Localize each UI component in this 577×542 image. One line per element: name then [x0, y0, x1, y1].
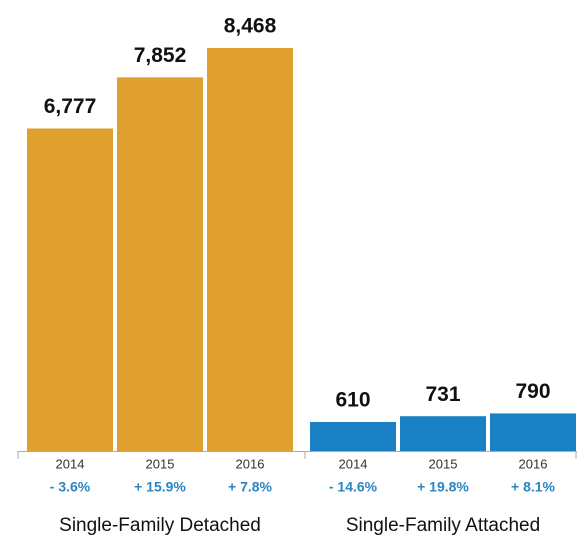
bar — [27, 128, 113, 451]
change-label: + 8.1% — [511, 479, 556, 495]
group-label: Single-Family Detached — [59, 515, 261, 536]
change-label: + 7.8% — [228, 479, 273, 495]
change-label: - 14.6% — [329, 479, 378, 495]
bar — [117, 77, 203, 451]
value-label: 7,852 — [134, 44, 187, 67]
value-label: 8,468 — [224, 15, 277, 38]
change-label: + 19.8% — [417, 479, 469, 495]
change-label: + 15.9% — [134, 479, 186, 495]
value-label: 731 — [425, 383, 460, 406]
value-label: 6,777 — [44, 95, 97, 118]
bar — [490, 413, 576, 451]
x-tick-label: 2014 — [339, 456, 368, 471]
value-label: 610 — [335, 389, 370, 412]
x-tick-label: 2016 — [236, 456, 265, 471]
bar — [400, 416, 486, 451]
bar — [310, 421, 396, 451]
x-tick-label: 2015 — [146, 456, 175, 471]
x-tick-label: 2016 — [519, 456, 548, 471]
bar — [207, 48, 293, 451]
x-tick-label: 2014 — [56, 456, 85, 471]
x-tick-label: 2015 — [429, 456, 458, 471]
change-label: - 3.6% — [50, 479, 91, 495]
group-label: Single-Family Attached — [346, 515, 540, 536]
value-label: 790 — [515, 380, 550, 403]
